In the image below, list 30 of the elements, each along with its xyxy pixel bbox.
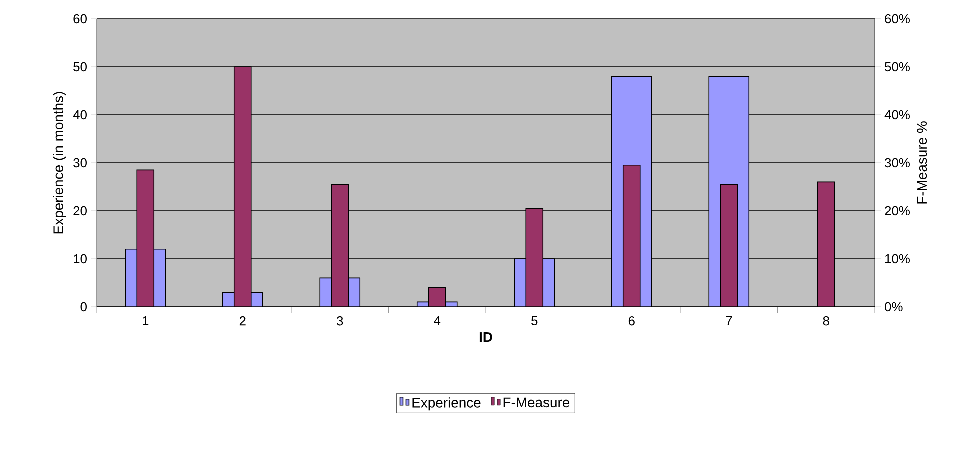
x-tick-label: 8 bbox=[823, 316, 830, 326]
x-tick-label: 7 bbox=[726, 316, 732, 326]
x-tick-label: 4 bbox=[434, 316, 441, 326]
y2-axis-title: F-Measure % bbox=[917, 122, 928, 204]
x-tick-label: 2 bbox=[240, 316, 246, 326]
y-tick-label: 20 bbox=[74, 206, 87, 216]
y2-tick-label: 30% bbox=[885, 158, 910, 168]
y2-tick-label: 60% bbox=[885, 14, 910, 24]
y2-tick-label: 50% bbox=[885, 62, 910, 72]
y2-tick-label: 0% bbox=[885, 302, 903, 312]
y2-tick-label: 10% bbox=[886, 254, 910, 264]
x-tick-label: 6 bbox=[628, 316, 635, 326]
bar bbox=[720, 184, 738, 307]
x-tick-label: 5 bbox=[532, 316, 538, 326]
y-tick-label: 50 bbox=[74, 62, 87, 72]
y2-tick-label: 20% bbox=[885, 206, 910, 216]
x-tick-label: 3 bbox=[337, 316, 344, 326]
y-tick-label: 40 bbox=[73, 110, 87, 120]
y-axis-title: Experience (in months) bbox=[53, 92, 66, 234]
y-tick-label: 30 bbox=[74, 158, 87, 168]
y-tick-label: 0 bbox=[80, 302, 87, 312]
y-tick-label: 10 bbox=[74, 254, 87, 264]
y2-tick-label: 40% bbox=[884, 110, 910, 120]
bar bbox=[817, 182, 836, 307]
x-axis-title: ID bbox=[480, 332, 492, 342]
y-tick-label: 60 bbox=[74, 14, 87, 24]
x-tick-label: 1 bbox=[143, 316, 149, 326]
legend-label: F-Measure bbox=[504, 398, 570, 408]
bar bbox=[622, 165, 641, 307]
legend-label: Experience bbox=[412, 398, 481, 411]
